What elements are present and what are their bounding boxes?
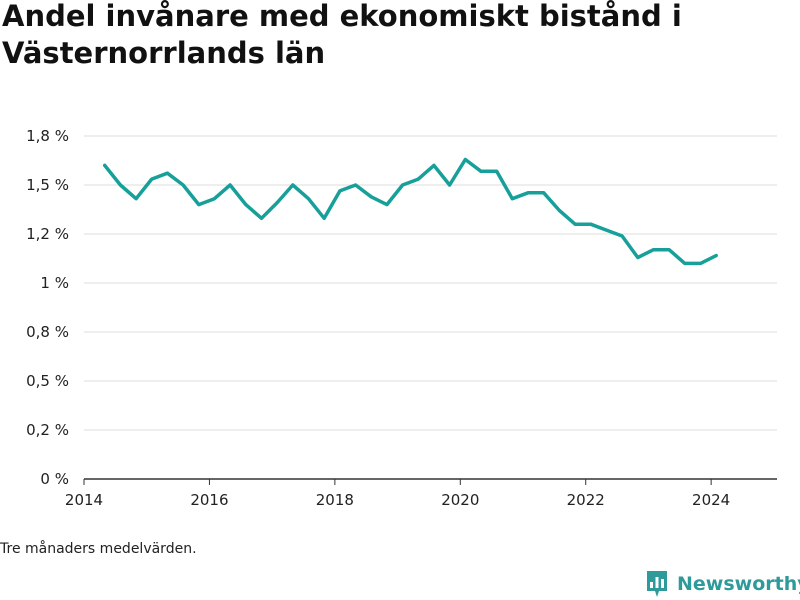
x-axis: 2014 2016 2018 2020 2022 2024: [65, 478, 777, 509]
data-point-0: [103, 163, 107, 167]
data-point-4: [165, 171, 169, 175]
data-point-9: [244, 203, 248, 207]
x-tick-label-4: 2022: [567, 491, 605, 509]
x-tick-label-3: 2020: [441, 491, 479, 509]
y-axis: 0 % 0,2 % 0,5 % 0,8 % 1 % 1,2 % 1,5 % 1,8 %: [26, 127, 69, 488]
y-tick-label-2: 0,5 %: [26, 372, 69, 390]
y-tick-label-5: 1,2 %: [26, 225, 69, 243]
data-point-1: [118, 183, 122, 187]
y-tick-label-0: 0 %: [40, 470, 69, 488]
y-tick-label-7: 1,8 %: [26, 127, 69, 145]
data-point-10: [259, 216, 263, 220]
x-tick-label-2: 2018: [316, 491, 354, 509]
data-point-19: [401, 183, 405, 187]
data-point-7: [212, 197, 216, 201]
data-point-36: [667, 248, 671, 252]
data-point-32: [604, 228, 608, 232]
data-point-38: [698, 261, 702, 265]
data-point-34: [636, 256, 640, 260]
brand-name: Newsworthy: [677, 573, 800, 595]
data-point-35: [651, 248, 655, 252]
data-point-14: [322, 216, 326, 220]
data-point-6: [197, 203, 201, 207]
data-point-29: [557, 208, 561, 212]
data-point-20: [416, 177, 420, 181]
data-point-33: [620, 234, 624, 238]
data-point-3: [150, 177, 154, 181]
y-tick-label-1: 0,2 %: [26, 421, 69, 439]
data-point-25: [495, 169, 499, 173]
data-point-26: [510, 197, 514, 201]
data-point-5: [181, 183, 185, 187]
data-point-15: [338, 189, 342, 193]
y-tick-label-6: 1,5 %: [26, 176, 69, 194]
chart-title: Andel invånare med ekonomiskt bistånd i …: [2, 0, 682, 70]
data-point-37: [683, 261, 687, 265]
data-point-16: [354, 183, 358, 187]
newsworthy-logo-icon: [647, 571, 667, 597]
data-point-8: [228, 183, 232, 187]
series-line-0: [102, 157, 718, 266]
data-point-2: [134, 197, 138, 201]
data-point-17: [369, 195, 373, 199]
footnote: Tre månaders medelvärden.: [0, 541, 197, 557]
data-point-13: [307, 197, 311, 201]
y-tick-label-4: 1 %: [40, 274, 69, 292]
data-point-22: [448, 183, 452, 187]
data-point-27: [526, 191, 530, 195]
y-tick-label-3: 0,8 %: [26, 323, 69, 341]
data-point-24: [479, 169, 483, 173]
data-point-12: [291, 183, 295, 187]
data-point-11: [275, 201, 279, 205]
x-tick-label-0: 2014: [65, 491, 103, 509]
data-point-39: [714, 254, 718, 258]
data-point-31: [589, 222, 593, 226]
series-layer: [102, 157, 718, 266]
brand-logo[interactable]: Newsworthy: [645, 568, 800, 600]
data-point-23: [463, 158, 467, 162]
data-point-30: [573, 222, 577, 226]
gridlines: [84, 135, 777, 431]
data-point-21: [432, 163, 436, 167]
x-tick-label-5: 2024: [692, 491, 730, 509]
x-tick-label-1: 2016: [190, 491, 228, 509]
data-point-28: [542, 191, 546, 195]
data-point-18: [385, 203, 389, 207]
